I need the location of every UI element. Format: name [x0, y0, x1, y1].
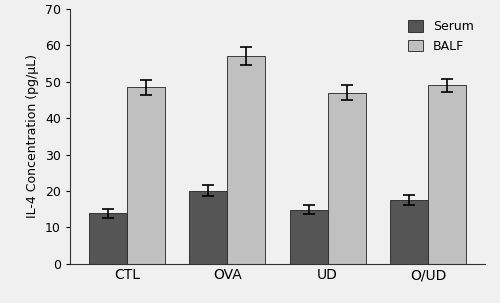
Bar [428, 85, 466, 264]
Legend: Serum, BALF: Serum, BALF [403, 15, 479, 58]
Bar [390, 200, 428, 264]
Bar [228, 56, 266, 264]
Y-axis label: IL-4 Concentration (pg/μL): IL-4 Concentration (pg/μL) [26, 54, 40, 218]
Bar [89, 213, 127, 264]
Bar [127, 87, 165, 264]
Bar [189, 191, 228, 264]
Bar [328, 93, 366, 264]
Bar [290, 210, 328, 264]
